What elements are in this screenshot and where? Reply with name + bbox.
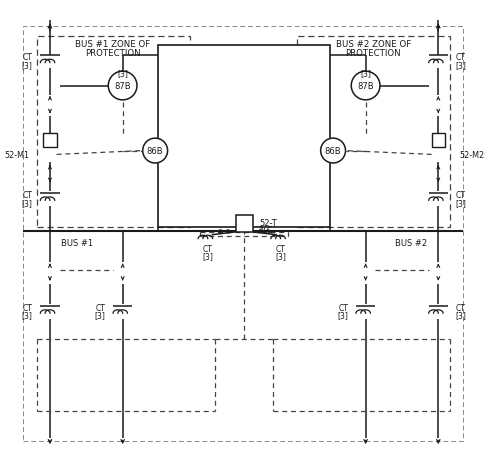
Text: CT: CT [276,244,285,253]
Circle shape [351,72,380,101]
Text: [3]: [3] [22,198,33,207]
Text: [3]: [3] [455,311,467,320]
Bar [43,134,57,147]
Text: CT: CT [23,190,33,200]
Text: CT: CT [339,303,348,312]
Text: [3]: [3] [360,68,371,78]
Text: BUS #1 ZONE OF: BUS #1 ZONE OF [76,40,151,49]
Text: [3]: [3] [22,311,33,320]
Text: PROTECTION: PROTECTION [346,50,401,58]
Text: [3]: [3] [117,68,128,78]
Text: 52-M2: 52-M2 [459,151,485,160]
Bar [158,46,330,228]
Text: [3]: [3] [203,252,213,261]
Text: BUS #2: BUS #2 [395,238,427,247]
Text: CT: CT [455,53,466,62]
Text: PROTECTION: PROTECTION [85,50,141,58]
Bar [431,134,445,147]
Text: CT: CT [455,190,466,200]
Text: [3]: [3] [95,311,105,320]
Text: CT: CT [203,244,213,253]
Text: CT: CT [23,53,33,62]
Text: [3]: [3] [22,61,33,70]
Text: >>: >> [258,226,273,235]
Circle shape [321,139,346,164]
Bar [297,37,450,228]
Text: [3]: [3] [275,252,286,261]
Text: 87B: 87B [357,82,374,91]
Text: BUS #2 ZONE OF: BUS #2 ZONE OF [336,40,411,49]
Text: N.C.: N.C. [260,226,275,235]
Bar [236,215,253,232]
Bar [37,37,190,228]
Text: [3]: [3] [455,61,467,70]
Text: [3]: [3] [338,311,348,320]
Text: 52-T: 52-T [260,218,277,227]
Text: CT: CT [96,303,105,312]
Circle shape [108,72,137,101]
Text: 86B: 86B [147,147,163,156]
Text: CT: CT [455,303,466,312]
Text: [3]: [3] [455,198,467,207]
Text: CT: CT [23,303,33,312]
Text: 86B: 86B [325,147,342,156]
Text: 52-M1: 52-M1 [4,151,29,160]
Text: 87B: 87B [114,82,131,91]
Circle shape [142,139,167,164]
Text: BUS #1: BUS #1 [61,238,94,247]
Text: <<: << [216,226,231,235]
